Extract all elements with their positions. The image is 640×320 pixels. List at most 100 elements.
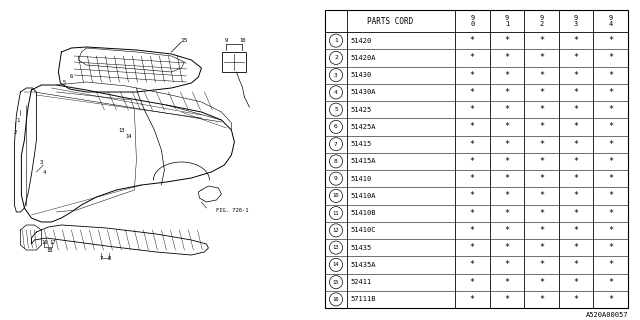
Text: 9: 9 <box>225 37 228 43</box>
Text: 8: 8 <box>334 159 338 164</box>
Text: *: * <box>608 295 613 304</box>
Text: 3: 3 <box>40 159 43 164</box>
Text: *: * <box>539 226 544 235</box>
Text: *: * <box>608 226 613 235</box>
Text: 12: 12 <box>333 228 339 233</box>
Text: 7: 7 <box>334 142 338 147</box>
Text: *: * <box>504 226 509 235</box>
Text: 5: 5 <box>63 79 66 84</box>
Text: *: * <box>608 88 613 97</box>
Text: *: * <box>573 260 579 269</box>
Text: 14: 14 <box>333 262 339 268</box>
Text: *: * <box>470 191 475 200</box>
Text: 9
3: 9 3 <box>574 15 578 27</box>
Text: *: * <box>470 209 475 218</box>
Text: *: * <box>573 243 579 252</box>
Text: *: * <box>504 295 509 304</box>
Text: 9
1: 9 1 <box>505 15 509 27</box>
Text: *: * <box>504 36 509 45</box>
Text: *: * <box>504 105 509 114</box>
Text: *: * <box>504 157 509 166</box>
Text: *: * <box>504 278 509 287</box>
Text: *: * <box>608 209 613 218</box>
Text: 51420A: 51420A <box>350 55 376 61</box>
Text: 5: 5 <box>334 107 338 112</box>
Text: *: * <box>504 191 509 200</box>
Text: A520A00057: A520A00057 <box>586 312 628 318</box>
Text: *: * <box>539 174 544 183</box>
Text: *: * <box>539 71 544 80</box>
Text: 15: 15 <box>333 280 339 284</box>
Text: 2: 2 <box>334 55 338 60</box>
Text: *: * <box>470 243 475 252</box>
Text: *: * <box>470 278 475 287</box>
Text: 51410C: 51410C <box>350 228 376 233</box>
Text: *: * <box>504 260 509 269</box>
Text: *: * <box>573 122 579 132</box>
Text: *: * <box>539 295 544 304</box>
Text: 9
4: 9 4 <box>609 15 613 27</box>
Text: *: * <box>470 105 475 114</box>
Text: 17: 17 <box>49 239 56 244</box>
Text: *: * <box>504 140 509 148</box>
Text: 9
2: 9 2 <box>540 15 543 27</box>
Text: *: * <box>504 71 509 80</box>
Text: 1: 1 <box>17 117 20 123</box>
Text: 3: 3 <box>334 73 338 78</box>
Text: 51410: 51410 <box>350 176 371 182</box>
Text: *: * <box>573 209 579 218</box>
Text: 6: 6 <box>70 75 73 79</box>
Text: 51435A: 51435A <box>350 262 376 268</box>
Text: *: * <box>608 278 613 287</box>
Text: *: * <box>608 71 613 80</box>
Text: *: * <box>573 157 579 166</box>
Text: *: * <box>539 191 544 200</box>
Text: *: * <box>539 105 544 114</box>
Text: *: * <box>539 260 544 269</box>
Text: 7: 7 <box>100 255 103 260</box>
Text: *: * <box>573 278 579 287</box>
Text: 51435: 51435 <box>350 244 371 251</box>
Text: *: * <box>470 295 475 304</box>
Text: 16: 16 <box>41 239 47 244</box>
Text: 51425: 51425 <box>350 107 371 113</box>
Text: *: * <box>573 53 579 62</box>
Text: *: * <box>573 88 579 97</box>
Text: *: * <box>504 243 509 252</box>
Text: *: * <box>470 88 475 97</box>
Text: *: * <box>470 140 475 148</box>
Text: *: * <box>539 243 544 252</box>
Text: 6: 6 <box>334 124 338 129</box>
Text: 15: 15 <box>180 37 188 43</box>
Text: *: * <box>608 174 613 183</box>
Text: *: * <box>470 174 475 183</box>
Text: 10: 10 <box>239 37 246 43</box>
Text: *: * <box>504 122 509 132</box>
Text: 16: 16 <box>333 297 339 302</box>
Text: *: * <box>608 243 613 252</box>
Text: 14: 14 <box>125 134 132 140</box>
Text: 51415: 51415 <box>350 141 371 147</box>
Text: 18: 18 <box>46 247 52 252</box>
Text: *: * <box>470 157 475 166</box>
Text: 10: 10 <box>333 193 339 198</box>
Text: *: * <box>573 191 579 200</box>
Text: *: * <box>470 226 475 235</box>
Text: 8: 8 <box>108 255 111 260</box>
Text: 52411: 52411 <box>350 279 371 285</box>
Text: *: * <box>608 157 613 166</box>
Text: *: * <box>573 174 579 183</box>
Text: 51430: 51430 <box>350 72 371 78</box>
Text: FIG. 720-1: FIG. 720-1 <box>216 207 249 212</box>
Text: *: * <box>539 36 544 45</box>
Text: *: * <box>470 71 475 80</box>
Text: *: * <box>539 278 544 287</box>
Text: *: * <box>608 122 613 132</box>
Text: *: * <box>470 36 475 45</box>
Text: *: * <box>608 140 613 148</box>
Text: 1: 1 <box>334 38 338 43</box>
Text: *: * <box>539 53 544 62</box>
Text: *: * <box>573 140 579 148</box>
Text: *: * <box>539 88 544 97</box>
Text: 51420: 51420 <box>350 38 371 44</box>
